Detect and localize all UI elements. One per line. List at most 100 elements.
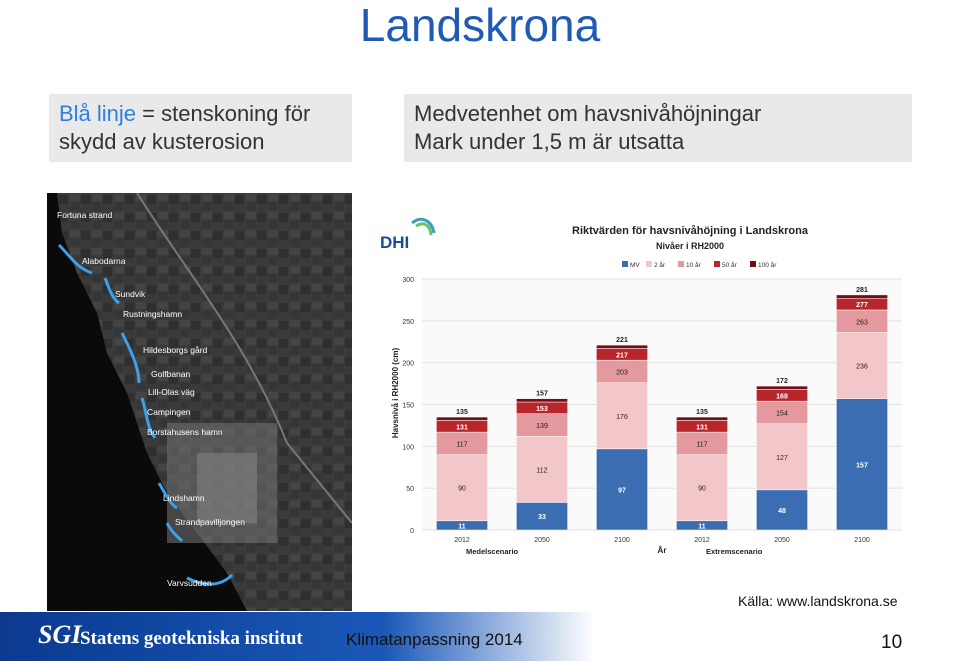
bar-value-label: 117 — [456, 441, 467, 448]
legend-swatch — [622, 261, 628, 267]
bar-value-label: 277 — [856, 302, 868, 309]
sea-level-chart: DHI Riktvärden för havsnivåhöjning i Lan… — [360, 193, 912, 568]
x-tick-label: 2100 — [854, 537, 870, 544]
bar-segment — [836, 398, 888, 531]
bar-value-label: 263 — [856, 319, 868, 326]
bar-value-label: 11 — [698, 523, 706, 530]
map-label: Borstahusens hamn — [147, 427, 223, 437]
bar-segment — [596, 448, 648, 531]
y-tick-label: 300 — [402, 277, 414, 284]
legend-swatch — [646, 261, 652, 267]
map-label: Varvsudden — [167, 578, 212, 588]
bar-value-label: 157 — [536, 391, 548, 398]
y-tick-label: 50 — [406, 486, 414, 493]
legend-swatch — [750, 261, 756, 267]
bar-segment — [676, 416, 728, 421]
legend-label: MV — [630, 262, 640, 269]
x-tick-label: 2012 — [454, 537, 470, 544]
blue-line-highlight: Blå linje — [59, 101, 137, 126]
bar-segment — [596, 344, 648, 349]
bar-value-label: 203 — [616, 369, 628, 376]
map-label: Hildesborgs gård — [143, 345, 208, 355]
x-axis-label: År — [658, 546, 667, 555]
y-tick-label: 200 — [402, 361, 414, 368]
map-label: Lindshamn — [163, 493, 205, 503]
bar-value-label: 135 — [696, 409, 708, 416]
bar-value-label: 217 — [616, 352, 628, 359]
coastline-map: Fortuna strand Alabodarna Sundvik Rustni… — [47, 193, 352, 611]
bar-segment — [756, 423, 808, 491]
chart-legend: MV 2 år 10 år 50 år 100 år — [622, 261, 777, 269]
blue-line-text: = stenskoning för — [136, 101, 311, 126]
group-label: Extremscenario — [706, 547, 763, 556]
map-label: Alabodarna — [82, 256, 126, 266]
bar-value-label: 11 — [458, 523, 466, 530]
bar-value-label: 139 — [536, 423, 548, 430]
legend-swatch — [678, 261, 684, 267]
y-axis-label: Havsnivå i RH2000 (cm) — [391, 348, 400, 439]
y-tick-label: 250 — [402, 319, 414, 326]
bar-segment — [596, 382, 648, 450]
y-tick-label: 100 — [402, 444, 414, 451]
map-label: Lill-Olas väg — [148, 387, 195, 397]
bar-value-label: 90 — [458, 486, 466, 493]
bar-value-label: 90 — [698, 486, 706, 493]
bar-value-label: 131 — [696, 424, 708, 431]
y-tick-label: 150 — [402, 403, 414, 410]
bar-value-label: 221 — [616, 337, 628, 344]
x-tick-label: 2050 — [534, 537, 550, 544]
bar-value-label: 236 — [856, 364, 868, 371]
bar-value-label: 33 — [538, 514, 546, 521]
awareness-line-2: Mark under 1,5 m är utsatta — [414, 129, 685, 154]
awareness-line-1: Medvetenhet om havsnivåhöjningar — [414, 101, 762, 126]
bar-value-label: 172 — [776, 378, 788, 385]
x-tick-label: 2012 — [694, 537, 710, 544]
group-label: Medelscenario — [466, 547, 519, 556]
bar-segment — [516, 436, 568, 503]
footer-center-text: Klimatanpassning 2014 — [346, 630, 523, 649]
bar-value-label: 168 — [776, 393, 788, 400]
bar-value-label: 157 — [856, 462, 868, 469]
awareness-note: Medvetenhet om havsnivåhöjningar Mark un… — [404, 94, 912, 162]
bar-value-label: 48 — [778, 508, 786, 515]
dhi-logo-text: DHI — [380, 233, 409, 252]
bar-segment — [436, 416, 488, 421]
map-label: Campingen — [147, 407, 191, 417]
legend-label: 10 år — [686, 261, 702, 269]
source-note: Källa: www.landskrona.se — [738, 593, 898, 609]
map-label: Golfbanan — [151, 369, 190, 379]
map-label: Strandpavilljongen — [175, 517, 245, 527]
blue-line-note: Blå linje = stenskoning för skydd av kus… — [49, 94, 352, 162]
bar-value-label: 97 — [618, 487, 626, 494]
y-tick-label: 0 — [410, 528, 414, 535]
bar-value-label: 154 — [776, 410, 788, 417]
blue-line-text-2: skydd av kusterosion — [59, 129, 265, 154]
map-label: Fortuna strand — [57, 210, 113, 220]
sgi-logo: SGI — [38, 620, 82, 649]
x-tick-label: 2100 — [614, 537, 630, 544]
map-label: Rustningshamn — [123, 309, 182, 319]
legend-label: 2 år — [654, 261, 666, 269]
bar-value-label: 127 — [776, 455, 788, 462]
bar-value-label: 117 — [696, 441, 707, 448]
org-name: Statens geotekniska institut — [80, 628, 303, 649]
bar-segment — [836, 294, 888, 299]
bar-value-label: 135 — [456, 409, 468, 416]
bar-segment — [516, 398, 568, 403]
bar-value-label: 131 — [456, 424, 468, 431]
map-label: Sundvik — [115, 289, 146, 299]
chart-title: Riktvärden för havsnivåhöjning i Landskr… — [572, 225, 809, 237]
legend-label: 50 år — [722, 261, 738, 269]
footer-bar — [0, 612, 960, 661]
page-number: 10 — [881, 632, 903, 653]
bar-value-label: 153 — [536, 406, 548, 413]
bar-value-label: 112 — [536, 467, 547, 474]
chart-subtitle: Nivåer i RH2000 — [656, 241, 724, 251]
bar-segment — [436, 454, 488, 522]
bar-value-label: 176 — [616, 414, 628, 421]
bar-segment — [756, 489, 808, 531]
bar-segment — [756, 385, 808, 390]
slide-title: Landskrona — [359, 0, 601, 51]
legend-swatch — [714, 261, 720, 267]
x-tick-label: 2050 — [774, 537, 790, 544]
